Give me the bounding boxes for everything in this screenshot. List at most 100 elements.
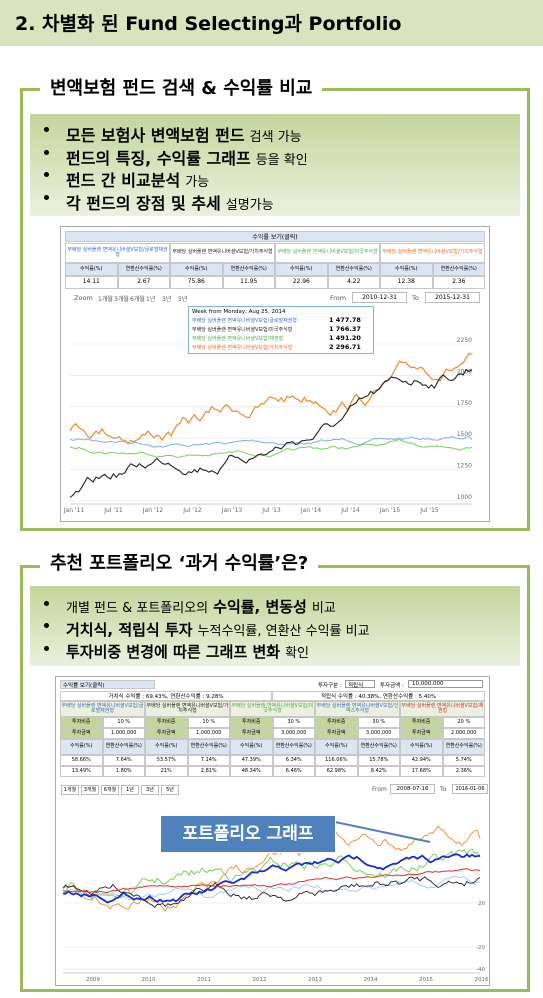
y-tick-label: 2250	[457, 337, 472, 344]
bullet-text: 개별 펀드 & 포트폴리오의	[66, 601, 209, 616]
bullet-dot	[44, 149, 49, 155]
bullet: 개별 펀드 & 포트폴리오의 수익률, 변동성 비교	[66, 596, 336, 617]
fund-name: 무배당 실버플랜 변액유니버셜V보험/미국주식형	[230, 701, 315, 717]
y-tick-label: 1250	[457, 463, 472, 470]
table-value: 2.36	[432, 276, 485, 289]
bullet-text: 수익률, 변동성	[213, 598, 307, 616]
bullet-dot	[44, 645, 49, 651]
fund-name: 무배당 실버플랜 변액유니버셜V보험/글로벌채권형	[65, 243, 170, 263]
period-button: 6개월	[101, 785, 119, 795]
row-label: 연환산수익률(%)	[222, 263, 275, 276]
period-button: 5년	[161, 785, 179, 795]
bullet: 각 펀드의 장점 및 추세 설명가능	[66, 190, 274, 214]
fund-name: 무배당 실버플랜 변액유니버셜V보험/채권형	[400, 701, 485, 717]
title-banner	[0, 0, 543, 46]
bullet-text: 검색 가능	[249, 130, 302, 145]
tooltip-value: 2 296.71	[329, 343, 361, 351]
x-tick-label: Jul '12	[182, 507, 202, 514]
y-tick-label: 1000	[457, 494, 472, 501]
row-label: 수익률(%)	[145, 739, 188, 755]
fund-name: 무배당 실버플랜 변액유니버셜V보험/가치주식형	[145, 701, 230, 717]
x-tick-label: 2016	[475, 977, 489, 983]
row-label: 수익률(%)	[275, 263, 328, 276]
fund-name: 무배당 실버플랜 변액유니버셜V보험/글로벌채권형	[60, 701, 145, 717]
fund-name: 무배당 실버플랜 변액유니버셜V보험/가치주식형	[380, 243, 485, 263]
bullet-text: 설명가능	[225, 197, 274, 213]
bullet-text: 투자비중 변경에 따른 그래프 변화	[66, 643, 281, 661]
fund-line	[69, 435, 473, 448]
x-tick-label: Jan '13	[221, 507, 243, 514]
bullet-dot	[44, 127, 49, 132]
table-value: 62.98%	[315, 766, 358, 777]
tooltip-name: 무배당 실버플랜 변액유니버셜V보험/미국주식형	[192, 327, 293, 333]
table-value: 47.39%	[230, 755, 273, 766]
table-value: 6.46%	[272, 766, 315, 777]
table-value: 42.94%	[400, 755, 443, 766]
row-label: 수익률(%)	[170, 263, 223, 276]
x-tick-label: Jul '14	[340, 507, 360, 514]
row-label: 연환산수익률(%)	[357, 739, 400, 755]
table-value: 2.67	[117, 276, 170, 289]
fund-line	[62, 868, 480, 894]
zoom-button: 3개월	[114, 296, 129, 303]
y-tick-label: 1500	[457, 431, 472, 438]
table-value: 1,000,000	[187, 728, 230, 739]
bullet-box	[30, 114, 520, 216]
table-value: 30 %	[357, 717, 400, 728]
table-value: 58.66%	[60, 755, 103, 766]
bullet-text: 확인	[285, 646, 310, 661]
fund-line	[69, 438, 473, 458]
row-label: 연환산수익률(%)	[272, 739, 315, 755]
bullet-text: 가능	[185, 175, 210, 190]
row-label: 투자금액	[60, 728, 103, 739]
invest-type-label: 투자구분 :	[318, 683, 342, 689]
table-value: 11.95	[222, 276, 275, 289]
bullet-dot	[44, 623, 49, 628]
period-button: 1개월	[61, 785, 79, 795]
y-tick-label: 1750	[457, 400, 472, 407]
from-date: 2010-12-31	[352, 292, 407, 303]
bullet: 거치식, 적립식 투자 누적수익률, 연환산 수익률 비교	[66, 619, 370, 640]
callout: 포트폴리오 그래프	[160, 815, 336, 853]
zoom-label: Zoom	[74, 294, 93, 302]
table-value: 3,000,000	[357, 728, 400, 739]
x-tick-label: 2011	[197, 977, 211, 983]
row-label: 수익률(%)	[65, 263, 118, 276]
table-value: 22.96	[275, 276, 328, 289]
x-tick-label: Jan '15	[379, 507, 401, 514]
fund-name: 무배당 실버플랜 변액유니버셜V보험/가치주식형	[170, 243, 275, 263]
row-label: 투자금액	[230, 728, 273, 739]
y-tick-label: -20	[476, 945, 485, 951]
table-value: 15.78%	[357, 755, 400, 766]
bullet-text: 펀드의 특징, 수익률 그래프	[66, 148, 251, 168]
to-date: 2015-12-31	[425, 292, 480, 303]
table-value: 30 %	[272, 717, 315, 728]
zoom-button: 5년	[178, 296, 188, 303]
tooltip-name: 무배당 실버플랜 변액유니버셜V보험/채권형	[192, 336, 284, 342]
bullet: 펀드의 특징, 수익률 그래프 등을 확인	[66, 145, 308, 169]
row-label: 수익률(%)	[60, 739, 103, 755]
row-label: 수익률(%)	[380, 263, 433, 276]
section-heading: 추천 포트폴리오 ‘과거 수익률’은?	[40, 549, 319, 575]
table-value: 116.06%	[315, 755, 358, 766]
bullet-dot	[44, 172, 49, 177]
tooltip-value: 1 491.20	[329, 334, 361, 342]
zoom-button: 3년	[162, 296, 172, 303]
x-tick-label: 2010	[142, 977, 156, 983]
table-value: 1.80%	[102, 766, 145, 777]
tooltip-title: Week from Monday, Aug 25, 2014	[192, 309, 286, 315]
table-value: 10 %	[187, 717, 230, 728]
bullet-text: 거치식, 적립식 투자	[66, 620, 193, 639]
table-value: 2,000,000	[442, 728, 485, 739]
bullet-text: 펀드 간 비교분석	[66, 171, 181, 190]
bullet-dot	[44, 194, 49, 200]
period-button: 1년	[121, 785, 139, 795]
x-tick-label: Jan '12	[142, 507, 164, 514]
invest-type: 적립식	[345, 680, 375, 689]
x-tick-label: 2014	[364, 977, 378, 983]
row-label: 연환산수익률(%)	[102, 739, 145, 755]
zoom-button: 1개월	[98, 296, 113, 303]
amount: 10,000,000	[408, 680, 483, 688]
table-title: 수익률 보기(클릭)	[60, 680, 155, 689]
